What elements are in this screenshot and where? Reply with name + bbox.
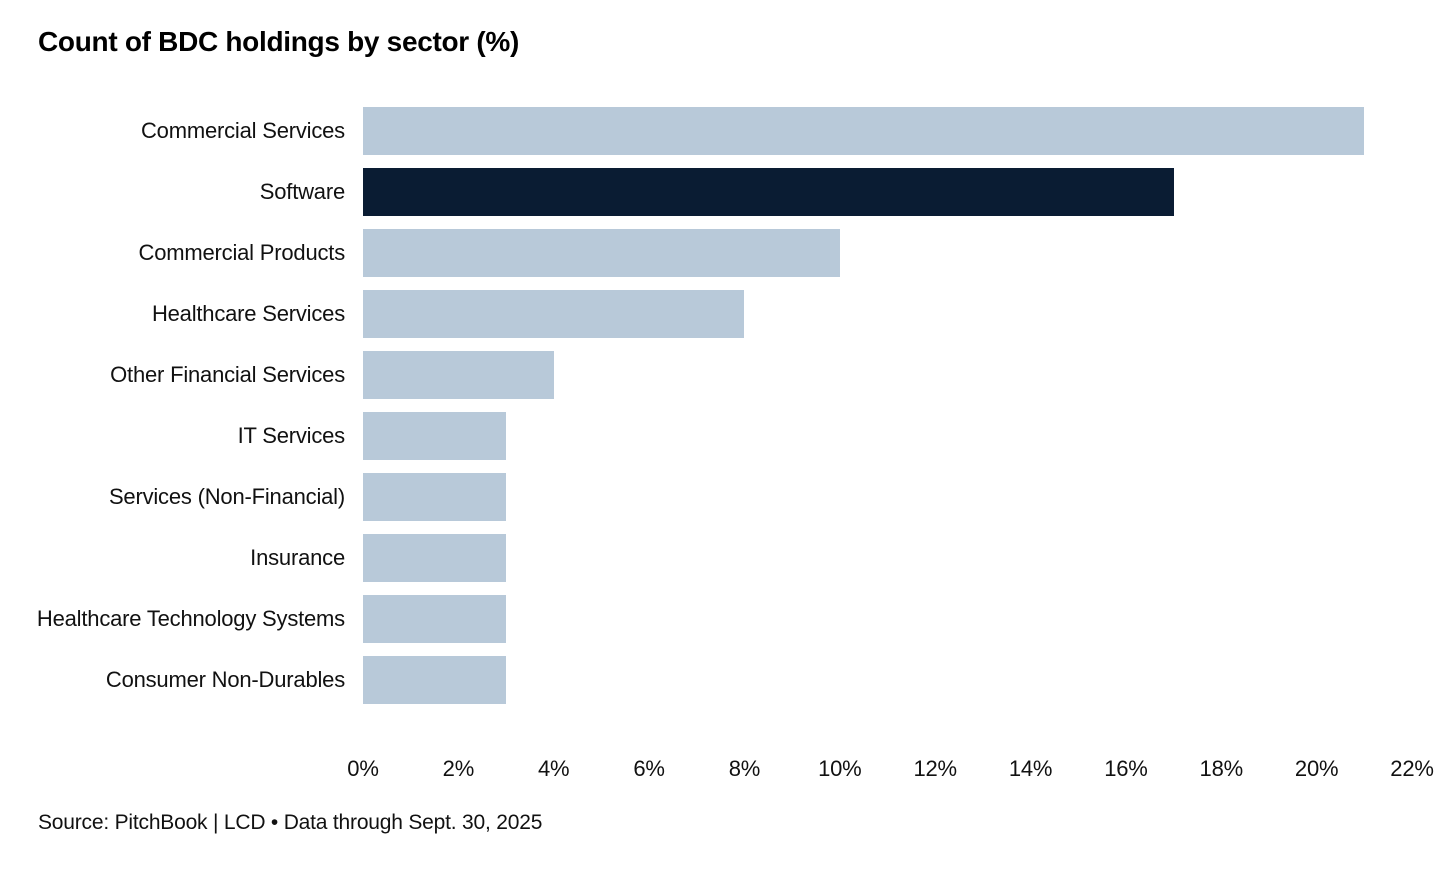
bar-track bbox=[363, 290, 1412, 338]
bar bbox=[363, 107, 1365, 155]
category-label: IT Services bbox=[237, 423, 346, 448]
category-label: Consumer Non-Durables bbox=[105, 667, 345, 692]
chart-row-inner: IT Services bbox=[0, 412, 1412, 460]
category-label: Healthcare Technology Systems bbox=[36, 606, 345, 631]
axis-tick-label: 4% bbox=[538, 756, 570, 781]
axis-tick-label: 2% bbox=[442, 756, 475, 781]
bar bbox=[363, 229, 840, 277]
chart-rows: Commercial Services Software Commercial … bbox=[0, 107, 1412, 717]
chart-row: Commercial Services bbox=[0, 107, 1412, 168]
chart-row: Services (Non-Financial) bbox=[0, 473, 1412, 534]
axis-tick-label: 14% bbox=[1008, 756, 1053, 781]
bar-track bbox=[363, 534, 1412, 582]
axis-tick-label: 18% bbox=[1199, 756, 1244, 781]
bar-track bbox=[363, 412, 1412, 460]
chart-row-inner: Healthcare Technology Systems bbox=[0, 595, 1412, 643]
source-caption: Source: PitchBook | LCD • Data through S… bbox=[38, 811, 543, 834]
bar bbox=[363, 412, 507, 460]
bar bbox=[363, 534, 507, 582]
x-axis: 0% 2% 4% 6% 8% 10% 12% 14% 16% 18% 20% 2… bbox=[347, 756, 1434, 784]
chart-row-inner: Other Financial Services bbox=[0, 351, 1412, 399]
axis-tick-label: 0% bbox=[347, 756, 379, 781]
bar-track bbox=[363, 656, 1412, 704]
bar-track bbox=[363, 473, 1412, 521]
axis-tick-label: 10% bbox=[818, 756, 862, 781]
chart-row: Healthcare Technology Systems bbox=[0, 595, 1412, 656]
bar bbox=[363, 351, 554, 399]
category-label: Commercial Products bbox=[138, 240, 346, 265]
chart-row: Insurance bbox=[0, 534, 1412, 595]
chart-row-inner: Healthcare Services bbox=[0, 290, 1412, 338]
chart-row: Healthcare Services bbox=[0, 290, 1412, 351]
axis-tick-label: 20% bbox=[1294, 756, 1339, 781]
bar-track bbox=[363, 351, 1412, 399]
chart-row-inner: Services (Non-Financial) bbox=[0, 473, 1412, 521]
axis-tick-label: 8% bbox=[728, 756, 761, 781]
chart-row-inner: Commercial Services bbox=[0, 107, 1412, 155]
axis-tick-label: 12% bbox=[913, 756, 957, 781]
chart-row-inner: Commercial Products bbox=[0, 229, 1412, 277]
bar bbox=[363, 595, 507, 643]
chart-row-inner: Software bbox=[0, 168, 1412, 216]
category-label: Services (Non-Financial) bbox=[108, 484, 345, 509]
bar bbox=[363, 656, 507, 704]
chart-row-inner: Insurance bbox=[0, 534, 1412, 582]
axis-tick-label: 22% bbox=[1390, 756, 1434, 781]
bar bbox=[363, 473, 507, 521]
chart-row: Commercial Products bbox=[0, 229, 1412, 290]
bar-track bbox=[363, 595, 1412, 643]
chart-row-inner: Consumer Non-Durables bbox=[0, 656, 1412, 704]
axis-tick-label: 16% bbox=[1104, 756, 1148, 781]
chart-title: Count of BDC holdings by sector (%) bbox=[38, 26, 520, 57]
category-label: Commercial Services bbox=[140, 118, 345, 143]
bar-track bbox=[363, 229, 1412, 277]
chart-row: IT Services bbox=[0, 412, 1412, 473]
category-label: Healthcare Services bbox=[151, 301, 345, 326]
bar bbox=[363, 290, 745, 338]
category-label: Insurance bbox=[250, 545, 345, 570]
axis-tick-label: 6% bbox=[633, 756, 665, 781]
bar bbox=[363, 168, 1174, 216]
bar-track bbox=[363, 168, 1412, 216]
chart-row: Consumer Non-Durables bbox=[0, 656, 1412, 717]
category-label: Software bbox=[259, 179, 345, 204]
chart-row: Other Financial Services bbox=[0, 351, 1412, 412]
category-label: Other Financial Services bbox=[110, 362, 345, 387]
chart-row: Software bbox=[0, 168, 1412, 229]
bar-track bbox=[363, 107, 1412, 155]
